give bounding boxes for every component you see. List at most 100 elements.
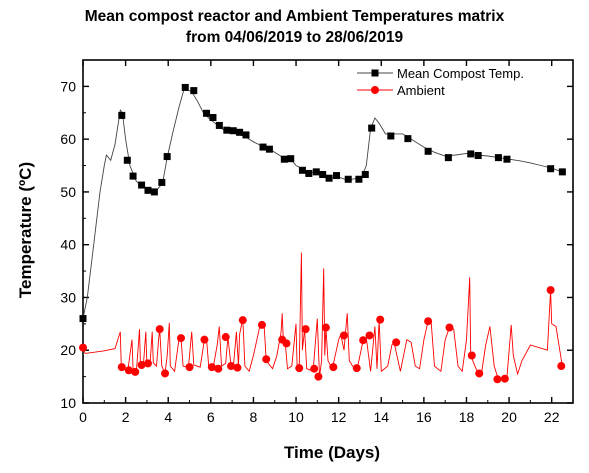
x-tick-label: 22: [544, 409, 560, 425]
compost-point: [298, 166, 306, 174]
compost-point: [503, 155, 511, 163]
ambient-point: [392, 338, 401, 347]
ambient-point: [233, 363, 242, 372]
x-tick-label: 2: [122, 409, 130, 425]
compost-point: [138, 181, 146, 189]
ambient-point: [177, 334, 185, 343]
legend-ambient-marker: [371, 86, 379, 94]
compost-point: [163, 153, 171, 161]
compost-point: [181, 83, 189, 91]
y-tick-label: 60: [60, 131, 76, 147]
compost-point: [158, 178, 166, 186]
y-tick-label: 50: [60, 184, 76, 200]
ambient-point: [314, 372, 323, 381]
ambient-point: [339, 331, 348, 340]
compost-point: [190, 87, 198, 95]
legend-compost-marker: [371, 69, 379, 77]
ambient-point: [161, 369, 170, 378]
compost-point: [319, 171, 327, 179]
x-tick-label: 18: [459, 409, 475, 425]
compost-point: [203, 109, 211, 117]
compost-point: [547, 165, 555, 173]
x-tick-label: 20: [501, 409, 517, 425]
ambient-point: [137, 361, 146, 370]
compost-point: [361, 171, 369, 179]
y-tick-label: 20: [60, 342, 76, 358]
ambient-series-line: [82, 252, 563, 380]
compost-series-line: [82, 87, 563, 319]
ambient-point: [238, 316, 247, 325]
ambient-point: [207, 363, 216, 372]
y-tick-label: 30: [60, 289, 76, 305]
compost-point: [558, 168, 566, 176]
ambient-point: [359, 336, 368, 345]
x-axis: 0 2 4 6 8 10 12 14 16 18 20 22: [79, 60, 560, 425]
compost-point: [287, 155, 295, 163]
ambient-point: [117, 363, 126, 372]
compost-point: [215, 121, 223, 129]
ambient-point: [282, 339, 291, 348]
compost-point: [265, 145, 273, 153]
x-tick-label: 6: [207, 409, 215, 425]
x-tick-label: 16: [416, 409, 432, 425]
ambient-point: [227, 362, 236, 371]
compost-point: [404, 135, 412, 143]
compost-point: [229, 127, 237, 135]
compost-point: [150, 188, 158, 196]
x-tick-label: 14: [373, 409, 389, 425]
ambient-point: [329, 363, 338, 372]
ambient-point: [475, 369, 484, 378]
y-tick-label: 40: [60, 237, 76, 253]
x-tick-label: 4: [164, 409, 172, 425]
compost-point: [355, 175, 363, 183]
legend-ambient-label: Ambient: [397, 83, 445, 98]
ambient-point: [185, 363, 194, 372]
ambient-point: [376, 315, 385, 324]
compost-point: [129, 172, 137, 180]
ambient-point: [124, 366, 133, 375]
ambient-point: [143, 359, 152, 368]
y-tick-label: 10: [60, 395, 76, 411]
compost-point: [344, 175, 352, 183]
ambient-point: [445, 323, 454, 332]
ambient-point: [131, 367, 140, 376]
compost-point: [79, 315, 87, 323]
compost-point: [144, 186, 152, 194]
plot-border: [82, 59, 574, 404]
ambient-point: [79, 343, 87, 352]
chart-title-line-1: Mean compost reactor and Ambient Tempera…: [84, 8, 505, 25]
x-tick-label: 0: [79, 409, 87, 425]
ambient-point: [200, 335, 209, 344]
plot-frame: [82, 59, 574, 404]
ambient-point: [493, 375, 502, 384]
compost-point: [236, 128, 244, 136]
y-axis: 10 20 30 40 50 60 70: [60, 78, 573, 411]
ambient-point: [295, 364, 304, 373]
y-axis-title: Temperature (ºC): [16, 162, 35, 298]
x-tick-label: 8: [250, 409, 258, 425]
compost-point: [118, 111, 126, 119]
compost-point: [312, 168, 320, 176]
x-tick-label: 10: [288, 409, 304, 425]
compost-point: [474, 152, 482, 160]
compost-point: [444, 154, 452, 162]
compost-point: [333, 172, 341, 180]
ambient-point: [546, 286, 555, 295]
compost-point: [368, 124, 376, 132]
ambient-point: [257, 320, 266, 329]
ambient-point: [262, 355, 271, 364]
ambient-point: [352, 364, 361, 373]
chart-title-line-2: from 04/06/2019 to 28/06/2019: [185, 29, 404, 46]
ambient-point: [557, 362, 566, 371]
compost-point: [325, 174, 333, 182]
x-axis-title: Time (Days): [284, 443, 380, 462]
compost-point: [123, 156, 131, 164]
ambient-point: [424, 317, 433, 326]
ambient-point: [500, 374, 509, 383]
ambient-point: [214, 364, 223, 373]
chart-title: Mean compost reactor and Ambient Tempera…: [0, 6, 589, 48]
compost-point: [259, 143, 267, 151]
legend: Mean Compost Temp. Ambient: [357, 66, 524, 98]
ambient-point: [467, 351, 476, 360]
